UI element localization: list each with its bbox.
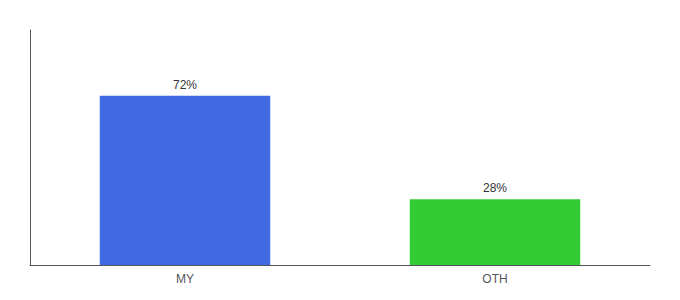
- svg-text:OTH: OTH: [482, 272, 507, 286]
- svg-text:28%: 28%: [483, 181, 507, 195]
- svg-text:72%: 72%: [173, 78, 197, 92]
- svg-text:MY: MY: [176, 272, 194, 286]
